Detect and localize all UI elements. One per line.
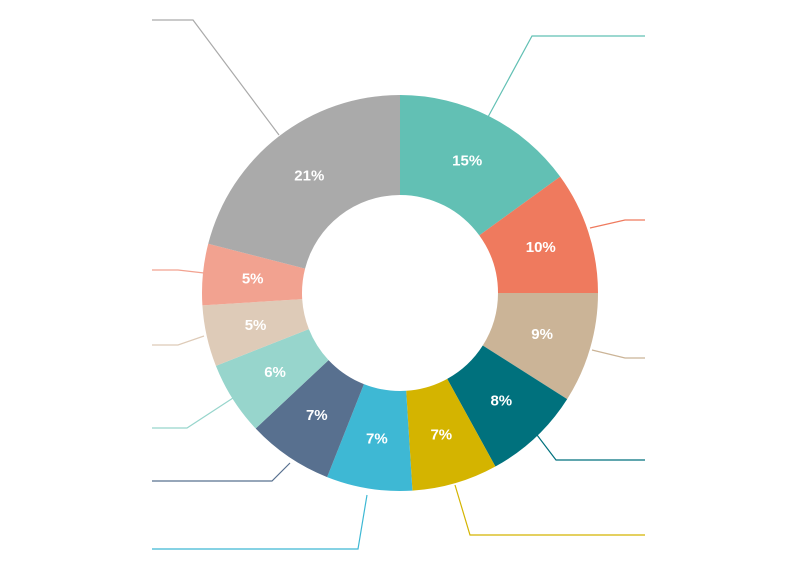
leader-line (591, 349, 645, 359)
donut-slice (447, 345, 568, 467)
leader-line (152, 19, 280, 136)
slice-label: 7% (306, 407, 328, 424)
donut-slice (400, 95, 561, 236)
leader-lines (152, 19, 645, 550)
leader-line (589, 219, 645, 229)
slice-label: 7% (430, 427, 452, 444)
slice-label: 5% (242, 271, 264, 288)
donut-slice (327, 384, 413, 491)
slice-label: 9% (531, 326, 553, 343)
slice-labels: 15% 10% 9% 8% 7% 7% 7% 6% 5% 5% 21% (242, 153, 556, 448)
donut-slice (482, 293, 599, 400)
donut-slice (202, 243, 306, 306)
leader-line (152, 494, 368, 550)
donut-slice (215, 329, 329, 429)
donut-slice (202, 299, 309, 366)
slice-label: 15% (452, 153, 482, 170)
slice-label: 5% (245, 317, 267, 334)
leader-line (152, 397, 234, 429)
leader-line (152, 269, 205, 274)
leader-line (454, 484, 645, 536)
slice-label: 10% (526, 239, 556, 256)
donut-slice (208, 95, 400, 269)
slice-label: 8% (490, 392, 512, 409)
leader-line (152, 462, 291, 482)
donut-slice (255, 360, 364, 478)
donut-slices (202, 95, 599, 491)
leader-line (152, 335, 205, 346)
donut-slice (479, 176, 598, 293)
donut-slice (406, 378, 496, 491)
slice-label: 6% (264, 364, 286, 381)
slice-label: 21% (294, 168, 324, 185)
leader-line (536, 434, 645, 461)
leader-line (487, 35, 645, 118)
slice-label: 7% (366, 431, 388, 448)
